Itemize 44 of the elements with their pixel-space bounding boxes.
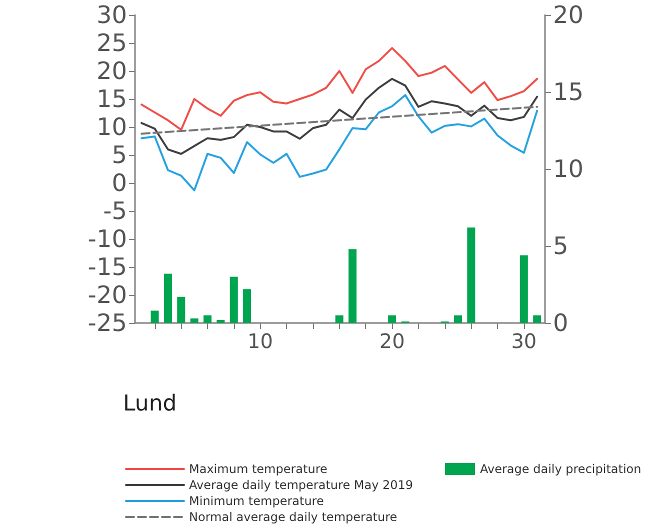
y-tick-label: 15 bbox=[96, 85, 127, 113]
legend-label: Average daily temperature May 2019 bbox=[189, 478, 414, 492]
y2-tick-label: 15 bbox=[553, 78, 584, 106]
bar bbox=[467, 228, 476, 323]
y2-tick-label: 5 bbox=[553, 232, 568, 260]
y-tick-label: -5 bbox=[103, 197, 127, 225]
y-tick-label: 5 bbox=[112, 141, 127, 169]
line-series bbox=[140, 47, 538, 131]
y-tick-label: 0 bbox=[112, 169, 127, 197]
bar bbox=[216, 320, 225, 323]
bar bbox=[520, 255, 528, 323]
legend-label: Normal average daily temperature bbox=[189, 510, 398, 524]
bar bbox=[190, 318, 198, 323]
y-tick-label: 20 bbox=[96, 57, 127, 85]
bar bbox=[243, 289, 252, 323]
bar bbox=[533, 315, 542, 323]
y-tick-label: -20 bbox=[88, 281, 127, 309]
y2-tick-label: 0 bbox=[553, 309, 568, 337]
line-series bbox=[140, 94, 538, 192]
bar bbox=[150, 310, 159, 323]
y-tick-label: 10 bbox=[96, 113, 127, 141]
bar bbox=[164, 274, 172, 323]
y2-tick-label: 20 bbox=[553, 1, 584, 29]
bar bbox=[230, 276, 238, 323]
legend-label: Average daily precipitation bbox=[480, 462, 642, 476]
y-tick-label: -25 bbox=[88, 309, 127, 337]
y-tick-label: 25 bbox=[96, 29, 127, 57]
y-tick-label: 30 bbox=[96, 1, 127, 29]
legend-label: Minimum temperature bbox=[189, 494, 324, 508]
x-tick-label: 10 bbox=[248, 329, 273, 353]
bar bbox=[177, 296, 186, 323]
x-tick-label: 30 bbox=[511, 329, 537, 353]
x-tick-label: 20 bbox=[379, 329, 405, 353]
y2-tick-label: 10 bbox=[553, 155, 584, 183]
y-tick-label: -10 bbox=[88, 225, 127, 253]
y-tick-label: -15 bbox=[88, 253, 127, 281]
text: Lund bbox=[123, 392, 177, 416]
bar bbox=[388, 315, 396, 323]
bar bbox=[348, 249, 357, 323]
bar bbox=[454, 315, 462, 323]
bar bbox=[204, 315, 212, 323]
line-series bbox=[140, 78, 538, 155]
bar bbox=[335, 315, 344, 323]
legend-label: Maximum temperature bbox=[189, 462, 328, 476]
